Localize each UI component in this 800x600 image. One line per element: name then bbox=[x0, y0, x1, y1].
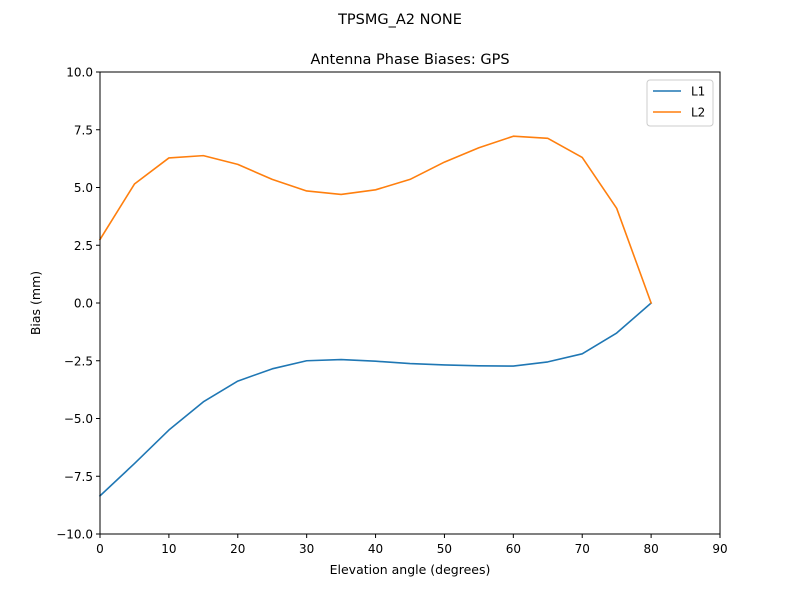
y-tick-label: −7.5 bbox=[64, 470, 93, 484]
axes-layer: 0 10 20 30 40 50 60 70 80 90 −10.0 −7.5 −5.0 −2.5 0.0 2… bbox=[56, 66, 727, 557]
x-tick-label: 60 bbox=[506, 542, 521, 556]
legend: L1 L2 bbox=[646, 79, 714, 127]
series-layer bbox=[98, 135, 653, 498]
x-tick-label: 50 bbox=[437, 542, 452, 556]
x-tick-label: 20 bbox=[230, 542, 245, 556]
x-tick-label: 10 bbox=[161, 542, 176, 556]
x-tick-label: 0 bbox=[96, 542, 104, 556]
y-tick-label: 5.0 bbox=[74, 181, 93, 195]
series-line-l1 bbox=[98, 301, 653, 498]
chart-title: Antenna Phase Biases: GPS bbox=[310, 52, 509, 68]
x-tick-label: 30 bbox=[299, 542, 314, 556]
y-tick-label: −2.5 bbox=[64, 354, 93, 368]
y-tick-label: −5.0 bbox=[64, 412, 93, 426]
y-tick-label: 2.5 bbox=[74, 239, 93, 253]
x-tick-label: 90 bbox=[712, 542, 727, 556]
plot-area bbox=[100, 72, 720, 534]
x-tick-label: 70 bbox=[575, 542, 590, 556]
legend-label-l1: L1 bbox=[691, 85, 705, 99]
y-axis-label: Bias (mm) bbox=[28, 271, 43, 335]
legend-label-l2: L2 bbox=[691, 106, 705, 120]
x-tick-label: 80 bbox=[643, 542, 658, 556]
y-tick-label: 0.0 bbox=[74, 297, 93, 311]
x-tick-label: 40 bbox=[368, 542, 383, 556]
series-line-l2 bbox=[98, 135, 653, 305]
x-axis-label: Elevation angle (degrees) bbox=[330, 562, 491, 577]
y-tick-label: −10.0 bbox=[56, 528, 93, 542]
y-tick-label: 7.5 bbox=[74, 123, 93, 137]
chart-suptitle: TPSMG_A2 NONE bbox=[337, 12, 462, 28]
y-tick-label: 10.0 bbox=[66, 66, 93, 80]
